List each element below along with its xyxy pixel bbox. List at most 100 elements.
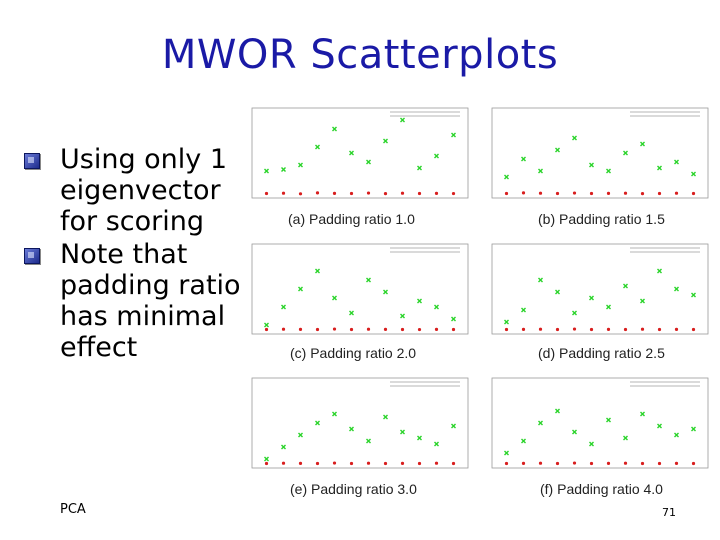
green-point xyxy=(589,295,594,301)
scatterplot-panel-a xyxy=(238,102,476,206)
red-point xyxy=(640,327,645,331)
panel-caption: (c) Padding ratio 2.0 xyxy=(290,345,417,361)
red-point xyxy=(366,327,371,331)
red-point xyxy=(521,327,526,331)
scatterplot-svg xyxy=(251,377,469,469)
red-point xyxy=(332,461,337,465)
red-point xyxy=(366,191,371,195)
panel-caption: (b) Padding ratio 1.5 xyxy=(538,211,665,227)
red-point xyxy=(657,327,662,332)
red-point xyxy=(572,327,577,331)
green-point xyxy=(332,295,337,301)
green-point xyxy=(366,277,371,283)
red-point xyxy=(383,327,388,331)
red-point xyxy=(606,327,611,331)
green-point xyxy=(400,313,405,319)
red-point xyxy=(349,327,354,332)
plot-frame xyxy=(251,377,469,469)
green-point xyxy=(417,435,422,441)
red-point xyxy=(555,191,560,196)
green-point xyxy=(623,150,628,156)
green-point xyxy=(521,156,526,162)
plot-frame xyxy=(251,107,469,199)
green-point xyxy=(332,411,337,417)
red-point xyxy=(434,461,439,465)
green-point xyxy=(434,304,439,310)
red-point xyxy=(400,327,405,332)
green-point xyxy=(504,174,509,180)
green-point xyxy=(606,417,611,423)
scatterplot-panel-c xyxy=(238,238,476,342)
red-point xyxy=(657,191,662,196)
red-point xyxy=(332,327,337,331)
bullet-item: Using only 1 eigenvector for scoring xyxy=(22,144,242,237)
red-point xyxy=(434,327,439,331)
red-point xyxy=(538,327,543,331)
slide-title: MWOR Scatterplots xyxy=(161,32,559,78)
green-point xyxy=(281,167,286,172)
scatterplot-svg xyxy=(251,243,469,335)
green-point xyxy=(315,268,320,274)
red-point xyxy=(623,327,628,332)
green-point xyxy=(349,150,354,156)
green-point xyxy=(504,450,509,456)
green-point xyxy=(606,304,611,310)
red-point xyxy=(349,191,354,196)
green-point xyxy=(572,135,577,141)
red-point xyxy=(434,191,439,195)
green-point xyxy=(589,162,594,168)
green-point xyxy=(451,423,456,429)
green-point xyxy=(264,456,269,462)
green-point xyxy=(538,277,543,283)
red-point xyxy=(640,192,645,196)
plot-frame xyxy=(251,243,469,335)
green-point xyxy=(451,316,456,322)
green-point xyxy=(417,165,422,171)
green-point xyxy=(400,117,405,123)
scatterplot-svg xyxy=(251,107,469,199)
green-point xyxy=(589,441,594,447)
bullet-list: Using only 1 eigenvector for scoring Not… xyxy=(22,144,242,365)
green-point xyxy=(640,298,645,304)
red-point xyxy=(298,192,303,196)
red-point xyxy=(281,191,286,195)
green-point xyxy=(281,444,286,450)
red-point xyxy=(572,461,577,465)
green-point xyxy=(400,429,405,435)
red-point xyxy=(315,327,320,332)
green-point xyxy=(417,298,422,304)
green-point xyxy=(315,144,320,150)
green-point xyxy=(383,414,388,420)
scatterplot-svg xyxy=(491,243,709,335)
bullet-square-icon xyxy=(24,153,40,169)
green-point xyxy=(657,165,662,171)
scatterplot-panel-b xyxy=(478,102,716,206)
red-point xyxy=(417,327,422,332)
green-point xyxy=(349,426,354,432)
green-point xyxy=(538,168,543,174)
green-point xyxy=(623,283,628,289)
red-point xyxy=(400,461,405,465)
green-point xyxy=(366,159,371,165)
red-point xyxy=(264,327,269,332)
red-point xyxy=(674,327,679,331)
red-point xyxy=(538,461,543,465)
plot-frame xyxy=(491,243,709,335)
green-point xyxy=(657,423,662,429)
green-point xyxy=(674,159,679,165)
green-point xyxy=(657,268,662,274)
red-point xyxy=(315,191,320,195)
green-point xyxy=(434,153,439,159)
green-point xyxy=(555,289,560,295)
red-point xyxy=(657,461,662,466)
green-point xyxy=(298,286,303,292)
green-point xyxy=(366,438,371,444)
green-point xyxy=(555,147,560,153)
bullet-text: Using only 1 eigenvector for scoring xyxy=(60,144,228,237)
red-point xyxy=(674,191,679,195)
red-point xyxy=(281,327,286,331)
green-point xyxy=(538,420,543,426)
red-point xyxy=(451,461,456,466)
red-point xyxy=(555,461,560,466)
green-point xyxy=(332,126,337,132)
